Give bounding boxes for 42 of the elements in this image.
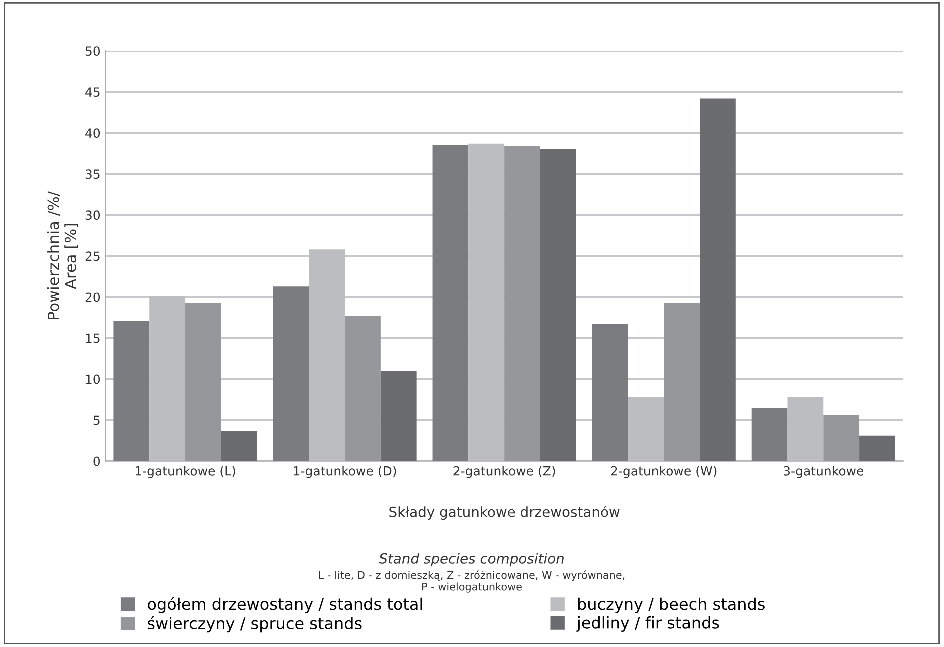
x-tick-label: 3-gatunkowe xyxy=(784,466,864,478)
y-tick-label: 5 xyxy=(94,416,100,426)
bar xyxy=(628,397,664,462)
y-tick-label: 50 xyxy=(86,46,100,56)
legend-label: świerczyny / spruce stands xyxy=(148,616,362,633)
bar xyxy=(114,321,150,462)
bar xyxy=(824,415,860,462)
y-tick-label: 15 xyxy=(86,334,100,344)
y-axis-title: Powierzchnia /%/ Area [%] xyxy=(48,191,78,320)
y-tick-label: 25 xyxy=(86,252,100,262)
bar xyxy=(540,150,576,462)
y-tick-label: 40 xyxy=(86,128,100,138)
bar xyxy=(380,371,417,462)
legend-label: buczyny / beech stands xyxy=(578,598,765,614)
bar xyxy=(504,146,540,462)
bar xyxy=(273,286,310,462)
text: Stand species composition xyxy=(379,553,564,567)
x-tick-label: 1-gatunkowe (L) xyxy=(136,466,236,478)
bar xyxy=(221,430,258,462)
y-tick-label: 45 xyxy=(86,88,100,98)
y-tick-label: 0 xyxy=(94,456,100,466)
x-tick-label: 2-gatunkowe (Z) xyxy=(454,466,556,478)
y-tick-label: 20 xyxy=(86,292,100,302)
legend-label: ogółem drzewostany / stands total xyxy=(148,597,422,614)
legend-label: jedliny / fir stands xyxy=(576,616,720,632)
bar xyxy=(788,397,824,462)
y-tick-label: 30 xyxy=(86,210,100,220)
x-tick-label: 2-gatunkowe (W) xyxy=(611,466,717,478)
text: L - lite, D - z domieszką, Z - zróżnicowane, W - wyrównane, P - wielogatunkowe xyxy=(319,570,625,593)
bar xyxy=(468,144,505,462)
x-axis-title: Składy gatunkowe drzewostanów xyxy=(390,506,620,520)
x-tick-label: 1-gatunkowe (D) xyxy=(294,466,396,478)
bar xyxy=(752,408,788,462)
bar xyxy=(432,145,469,462)
bar xyxy=(185,302,222,462)
bar xyxy=(345,316,381,462)
y-tick-label: 10 xyxy=(86,374,100,384)
bar xyxy=(860,436,896,462)
bar xyxy=(592,324,628,462)
bar xyxy=(700,98,736,462)
y-tick-label: 35 xyxy=(86,170,100,180)
bar xyxy=(664,302,700,462)
